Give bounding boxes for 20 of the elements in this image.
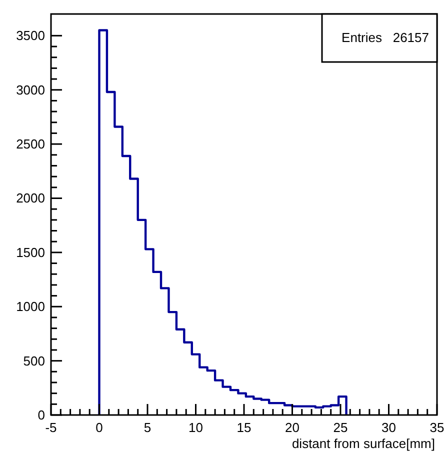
x-tick-label: 10: [188, 420, 203, 435]
x-tick-label: 25: [333, 420, 348, 435]
x-tick-label: 20: [285, 420, 300, 435]
y-tick-label: 3500: [16, 28, 45, 44]
y-tick-label: 2500: [16, 136, 45, 152]
x-tick-label: 15: [236, 420, 252, 435]
x-tick-label: 0: [96, 420, 103, 435]
annotation: Entries 26157: [342, 30, 429, 45]
x-axis-title: distant from surface[mm]: [292, 436, 435, 451]
y-tick-label: 3000: [16, 82, 45, 98]
y-tick-label: 1000: [16, 299, 45, 314]
x-tick-label: 30: [382, 420, 396, 435]
x-tick-label: 5: [144, 420, 152, 435]
x-tick-label: -5: [45, 420, 57, 435]
y-tick-label: 0: [38, 408, 45, 422]
stats-box: Entries 26157: [321, 13, 438, 63]
y-tick-label: 2000: [16, 190, 45, 206]
y-tick-label: 1500: [16, 244, 45, 260]
y-tick-label: 500: [23, 353, 45, 368]
x-tick-label: 35: [430, 420, 444, 435]
